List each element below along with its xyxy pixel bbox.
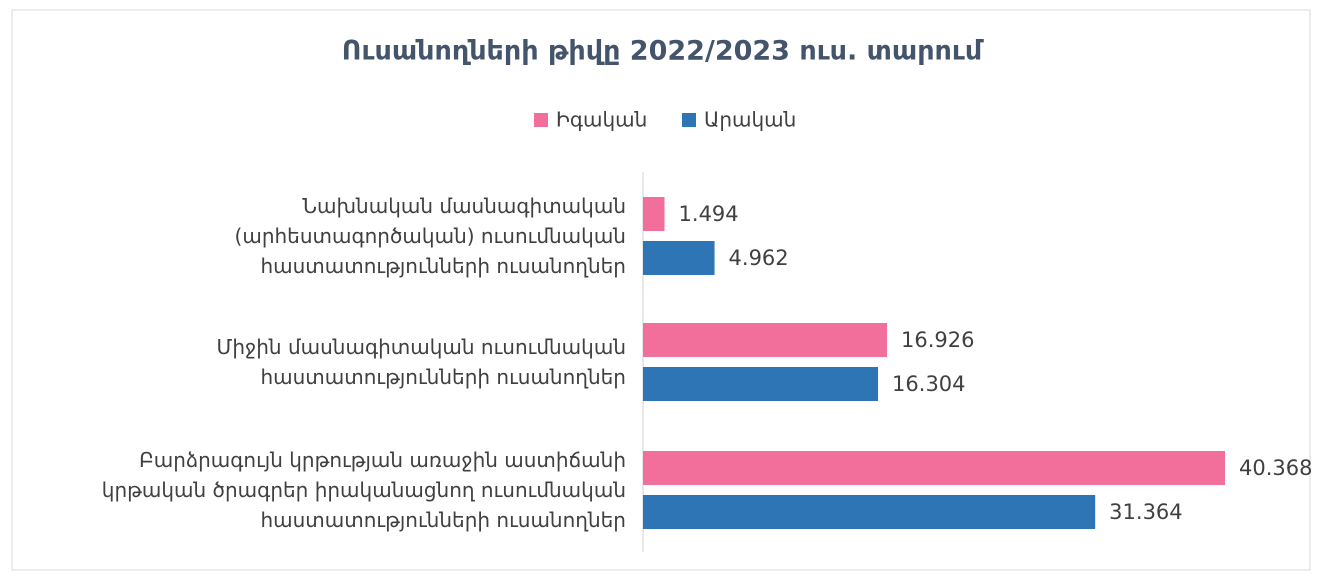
bar bbox=[643, 323, 888, 357]
bar bbox=[643, 197, 665, 231]
value-label: 4.962 bbox=[729, 246, 789, 270]
value-label: 16.304 bbox=[892, 372, 965, 396]
category-label: Միջին մասնագիտական ուսումնական հաստատութ… bbox=[216, 335, 626, 389]
bar bbox=[643, 367, 879, 401]
bar bbox=[643, 241, 715, 275]
legend-swatch bbox=[682, 113, 696, 127]
category-label: Նախնական մասնագիտական (արհեստագործական) … bbox=[234, 194, 626, 278]
legend-label: Արական bbox=[704, 108, 796, 132]
bar bbox=[643, 495, 1096, 529]
chart-title: Ուսանողների թիվը 2022/2023 ուս. տարում bbox=[342, 36, 984, 67]
category-label: Բարձրագույն կրթության առաջին աստիճանի կր… bbox=[101, 448, 626, 532]
value-label: 1.494 bbox=[679, 202, 739, 226]
legend-swatch bbox=[534, 113, 548, 127]
value-label: 31.364 bbox=[1109, 500, 1182, 524]
legend-label: Իգական bbox=[556, 108, 647, 132]
value-label: 16.926 bbox=[901, 328, 974, 352]
value-label: 40.368 bbox=[1239, 456, 1312, 480]
bar bbox=[643, 451, 1225, 485]
